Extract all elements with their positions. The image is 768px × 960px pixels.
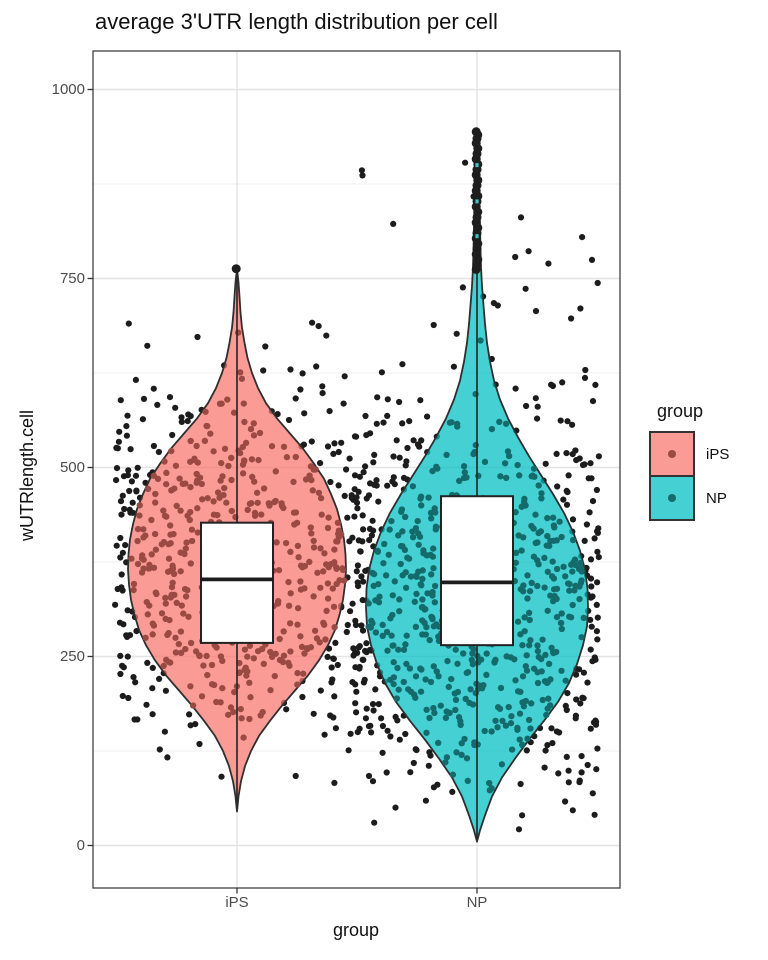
legend-point-icon xyxy=(668,494,676,502)
outlier-points-NP xyxy=(471,127,483,274)
outlier-points-iPS xyxy=(231,264,241,274)
box-NP xyxy=(440,495,514,647)
y-tick-label: 750 xyxy=(59,269,85,287)
y-tick-label: 500 xyxy=(59,458,85,476)
legend-label-np: NP xyxy=(706,489,727,507)
y-tick-label: 1000 xyxy=(51,80,85,98)
legend: group iPS NP xyxy=(649,401,729,521)
x-tick-label-ips: iPS xyxy=(225,894,249,911)
violin-spike-sliver-NP xyxy=(475,163,479,168)
box-iPS xyxy=(200,521,274,644)
panel-border xyxy=(92,50,621,889)
chart-title: average 3'UTR length distribution per ce… xyxy=(95,9,498,34)
x-tick-label-np: NP xyxy=(466,894,488,911)
legend-title: group xyxy=(657,401,704,421)
legend-key-ips xyxy=(649,431,695,477)
legend-entry-np: NP xyxy=(649,475,729,521)
legend-entry-ips: iPS xyxy=(649,431,729,477)
violin-spike-sliver-NP xyxy=(475,234,479,239)
legend-point-icon xyxy=(668,450,676,458)
legend-key-np xyxy=(649,475,695,521)
violin-spike-sliver-NP xyxy=(475,199,479,204)
axis-tick-marks xyxy=(87,88,478,894)
y-tick-label: 250 xyxy=(59,647,85,665)
legend-label-ips: iPS xyxy=(706,445,730,463)
y-tick-label: 0 xyxy=(76,836,85,854)
x-axis-title: group xyxy=(332,920,380,940)
